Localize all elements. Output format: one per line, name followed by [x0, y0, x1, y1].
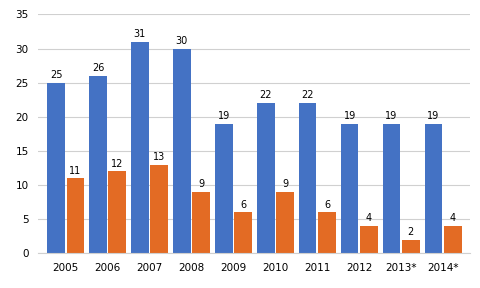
Text: 4: 4 — [450, 213, 456, 223]
Bar — [150, 165, 168, 253]
Text: 22: 22 — [301, 90, 314, 101]
Bar — [341, 124, 359, 253]
Text: 6: 6 — [240, 200, 246, 210]
Text: 12: 12 — [111, 159, 123, 169]
Text: 11: 11 — [69, 166, 82, 176]
Bar — [108, 171, 126, 253]
Bar — [173, 49, 191, 253]
Text: 22: 22 — [260, 90, 272, 101]
Bar — [383, 124, 400, 253]
Text: 4: 4 — [366, 213, 372, 223]
Bar — [47, 83, 65, 253]
Text: 19: 19 — [344, 111, 356, 121]
Bar — [89, 76, 107, 253]
Text: 25: 25 — [50, 70, 62, 80]
Text: 26: 26 — [92, 63, 104, 73]
Bar — [360, 226, 378, 253]
Bar — [299, 103, 316, 253]
Text: 19: 19 — [427, 111, 440, 121]
Text: 30: 30 — [176, 36, 188, 46]
Bar — [192, 192, 210, 253]
Text: 9: 9 — [198, 179, 204, 189]
Text: 19: 19 — [385, 111, 397, 121]
Bar — [444, 226, 462, 253]
Bar — [276, 192, 294, 253]
Text: 9: 9 — [282, 179, 288, 189]
Bar — [131, 42, 149, 253]
Bar — [215, 124, 233, 253]
Bar — [402, 240, 420, 253]
Bar — [234, 213, 252, 253]
Bar — [67, 178, 84, 253]
Text: 31: 31 — [134, 29, 146, 39]
Text: 13: 13 — [153, 152, 165, 162]
Text: 2: 2 — [408, 227, 414, 237]
Bar — [425, 124, 442, 253]
Text: 19: 19 — [217, 111, 230, 121]
Text: 6: 6 — [324, 200, 330, 210]
Bar — [318, 213, 336, 253]
Bar — [257, 103, 275, 253]
